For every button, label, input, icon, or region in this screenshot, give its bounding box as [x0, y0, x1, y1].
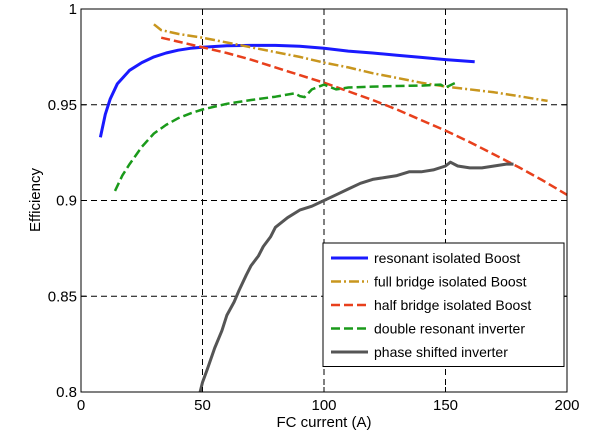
- x-axis-label: FC current (A): [276, 414, 371, 431]
- x-tick-labels: 0 50 100 150 200: [77, 397, 580, 414]
- series-line: [198, 160, 514, 393]
- y-tick-label: 0.9: [56, 193, 77, 210]
- series-line: [98, 43, 475, 138]
- y-tick-label: 0.8: [56, 384, 77, 401]
- x-tick-label: 200: [554, 397, 579, 414]
- y-tick-label: 1: [69, 1, 77, 18]
- legend-entry: resonant isolated Boost: [374, 250, 520, 266]
- x-tick-label: 150: [433, 397, 458, 414]
- y-tick-label: 0.95: [48, 97, 77, 114]
- legend-entry: full bridge isolated Boost: [374, 274, 527, 290]
- tick-marks: [80, 8, 568, 393]
- legend-entry: half bridge isolated Boost: [374, 297, 531, 313]
- legend-entry: double resonant inverter: [374, 321, 525, 337]
- legend-entry: phase shifted inverter: [374, 344, 508, 360]
- x-tick-label: 0: [77, 397, 85, 414]
- y-axis-label: Efficiency: [27, 168, 44, 232]
- series-line: [160, 36, 568, 196]
- legend: resonant isolated Boost full bridge isola…: [322, 242, 565, 367]
- series-line: [153, 23, 548, 103]
- y-tick-label: 0.85: [48, 288, 77, 305]
- x-tick-label: 100: [311, 397, 336, 414]
- series-line: [113, 80, 459, 192]
- y-tick-labels: 0.8 0.85 0.9 0.95 1: [48, 1, 77, 401]
- x-tick-label: 50: [194, 397, 211, 414]
- series-layer: [98, 23, 568, 393]
